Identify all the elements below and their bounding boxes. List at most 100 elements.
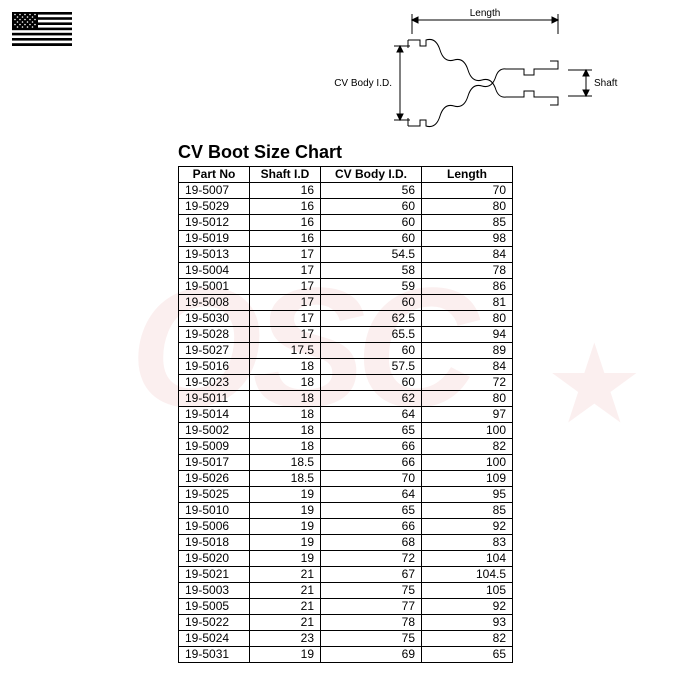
cell-body-id: 62.5	[321, 311, 422, 327]
cell-body-id: 60	[321, 215, 422, 231]
cell-part-no: 19-5022	[179, 615, 250, 631]
cell-shaft-id: 19	[250, 487, 321, 503]
cell-part-no: 19-5019	[179, 231, 250, 247]
cell-body-id: 65.5	[321, 327, 422, 343]
cell-length: 72	[422, 375, 513, 391]
table-row: 19-50201972104	[179, 551, 513, 567]
cell-body-id: 64	[321, 407, 422, 423]
cell-shaft-id: 21	[250, 615, 321, 631]
table-row: 19-50281765.594	[179, 327, 513, 343]
cell-part-no: 19-5018	[179, 535, 250, 551]
table-row: 19-5011186280	[179, 391, 513, 407]
table-row: 19-501718.566100	[179, 455, 513, 471]
watermark-star-icon: ★	[545, 320, 644, 448]
cell-length: 70	[422, 183, 513, 199]
cell-length: 86	[422, 279, 513, 295]
table-row: 19-5029166080	[179, 199, 513, 215]
cell-length: 85	[422, 215, 513, 231]
cell-body-id: 58	[321, 263, 422, 279]
cell-length: 100	[422, 423, 513, 439]
cell-shaft-id: 16	[250, 215, 321, 231]
table-row: 19-5007165670	[179, 183, 513, 199]
cell-body-id: 78	[321, 615, 422, 631]
cell-part-no: 19-5011	[179, 391, 250, 407]
cell-part-no: 19-5026	[179, 471, 250, 487]
table-row: 19-50021865100	[179, 423, 513, 439]
table-row: 19-5019166098	[179, 231, 513, 247]
cell-length: 80	[422, 311, 513, 327]
cell-part-no: 19-5004	[179, 263, 250, 279]
cell-body-id: 59	[321, 279, 422, 295]
cell-body-id: 65	[321, 423, 422, 439]
col-part-no: Part No	[179, 167, 250, 183]
cell-part-no: 19-5024	[179, 631, 250, 647]
cell-shaft-id: 21	[250, 583, 321, 599]
table-row: 19-50131754.584	[179, 247, 513, 263]
cell-length: 104.5	[422, 567, 513, 583]
cell-shaft-id: 19	[250, 647, 321, 663]
cell-body-id: 75	[321, 631, 422, 647]
table-row: 19-5001175986	[179, 279, 513, 295]
cell-shaft-id: 18	[250, 439, 321, 455]
cell-length: 93	[422, 615, 513, 631]
cell-length: 84	[422, 247, 513, 263]
cell-body-id: 60	[321, 375, 422, 391]
cell-body-id: 57.5	[321, 359, 422, 375]
table-row: 19-5012166085	[179, 215, 513, 231]
cell-body-id: 69	[321, 647, 422, 663]
cell-length: 85	[422, 503, 513, 519]
cell-shaft-id: 16	[250, 231, 321, 247]
cell-part-no: 19-5005	[179, 599, 250, 615]
cell-length: 100	[422, 455, 513, 471]
table-row: 19-50301762.580	[179, 311, 513, 327]
cell-part-no: 19-5009	[179, 439, 250, 455]
cell-shaft-id: 18.5	[250, 471, 321, 487]
cell-part-no: 19-5017	[179, 455, 250, 471]
diagram-shaft-label: Shaft I.D.	[594, 78, 620, 89]
cell-part-no: 19-5008	[179, 295, 250, 311]
cell-shaft-id: 21	[250, 567, 321, 583]
cell-shaft-id: 18	[250, 375, 321, 391]
cell-part-no: 19-5021	[179, 567, 250, 583]
col-length: Length	[422, 167, 513, 183]
cell-shaft-id: 17	[250, 263, 321, 279]
cell-shaft-id: 16	[250, 199, 321, 215]
cell-body-id: 72	[321, 551, 422, 567]
table-row: 19-5024237582	[179, 631, 513, 647]
table-row: 19-502717.56089	[179, 343, 513, 359]
cv-boot-diagram: Length CV Body I.D. Shaft I.D.	[310, 8, 620, 138]
col-body-id: CV Body I.D.	[321, 167, 422, 183]
cell-length: 83	[422, 535, 513, 551]
table-row: 19-5018196883	[179, 535, 513, 551]
table-row: 19-50032175105	[179, 583, 513, 599]
cell-body-id: 68	[321, 535, 422, 551]
cell-body-id: 65	[321, 503, 422, 519]
table-row: 19-5031196965	[179, 647, 513, 663]
cell-body-id: 60	[321, 295, 422, 311]
diagram-length-label: Length	[470, 8, 501, 19]
cell-length: 105	[422, 583, 513, 599]
table-row: 19-5023186072	[179, 375, 513, 391]
cell-body-id: 67	[321, 567, 422, 583]
cell-part-no: 19-5003	[179, 583, 250, 599]
us-flag-icon	[12, 12, 72, 46]
cell-shaft-id: 17	[250, 247, 321, 263]
cell-length: 97	[422, 407, 513, 423]
cell-body-id: 77	[321, 599, 422, 615]
table-row: 19-5008176081	[179, 295, 513, 311]
cell-part-no: 19-5006	[179, 519, 250, 535]
cell-part-no: 19-5012	[179, 215, 250, 231]
cell-length: 104	[422, 551, 513, 567]
diagram-body-label: CV Body I.D.	[334, 78, 392, 89]
size-chart-table: Part No Shaft I.D CV Body I.D. Length 19…	[178, 166, 513, 663]
cell-length: 98	[422, 231, 513, 247]
cell-body-id: 60	[321, 199, 422, 215]
table-row: 19-5006196692	[179, 519, 513, 535]
cell-body-id: 60	[321, 343, 422, 359]
table-row: 19-50212167104.5	[179, 567, 513, 583]
cell-body-id: 66	[321, 519, 422, 535]
cell-length: 95	[422, 487, 513, 503]
cell-shaft-id: 17	[250, 311, 321, 327]
table-row: 19-5025196495	[179, 487, 513, 503]
cell-shaft-id: 21	[250, 599, 321, 615]
